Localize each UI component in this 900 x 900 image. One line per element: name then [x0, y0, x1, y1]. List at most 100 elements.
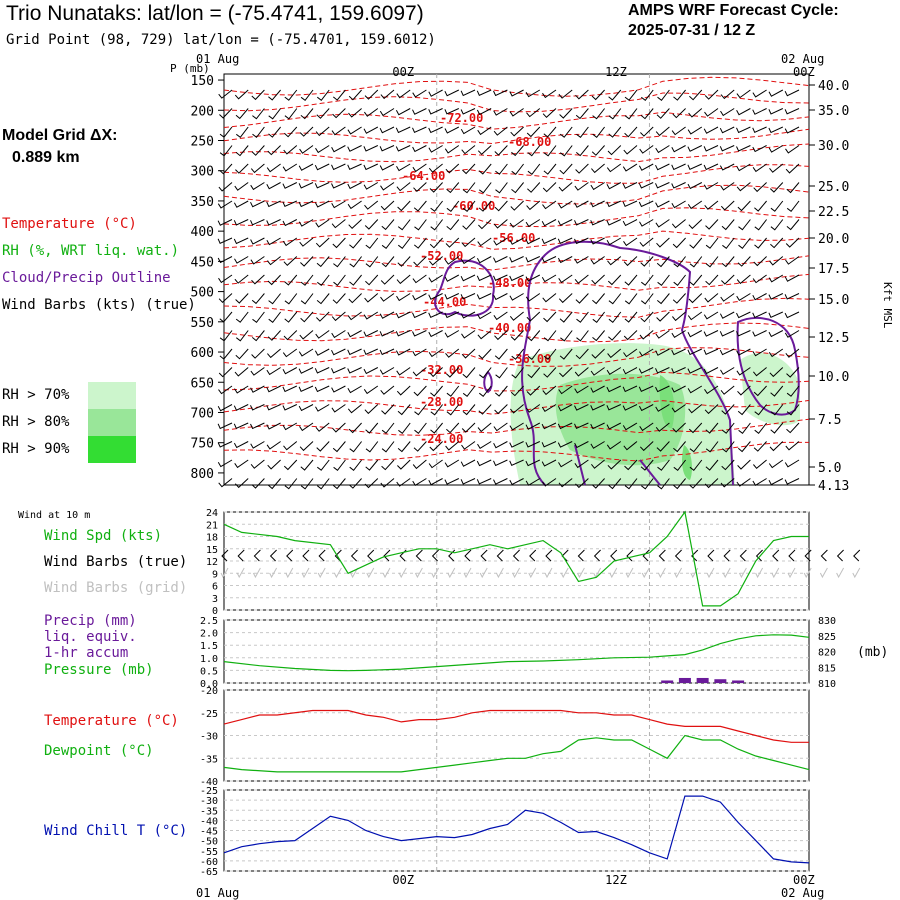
wind-barb	[428, 459, 443, 469]
wind-barb	[638, 182, 654, 189]
wind-barb	[395, 330, 411, 337]
wind-barb-true	[318, 549, 326, 562]
wind-barb	[218, 367, 233, 378]
wind-speed-line	[223, 510, 809, 607]
wind-barb	[720, 182, 735, 191]
wind-barb	[737, 385, 751, 396]
wind-barb	[379, 108, 395, 117]
wind-barb	[315, 237, 330, 248]
wind-panel-tick-label: 0	[212, 606, 218, 617]
wind-barb	[671, 126, 686, 136]
wind-barb	[736, 367, 751, 376]
wind-barb	[671, 200, 686, 209]
wind-barb-true	[674, 549, 682, 562]
wind-barb	[704, 478, 719, 489]
wind-barb	[511, 348, 524, 360]
legend-dewpoint-series: Dewpoint (°C)	[44, 743, 154, 759]
wind-barb	[687, 348, 703, 356]
wind-barb-true	[804, 549, 812, 562]
wind-chill-panel-frame	[223, 789, 810, 872]
wind-barb	[398, 422, 411, 435]
wind-barb	[574, 237, 589, 245]
wind-barb	[494, 145, 508, 156]
temperature-contour-line	[223, 297, 810, 318]
wind-barb	[784, 311, 800, 319]
wind-barb	[639, 237, 654, 247]
wind-barb	[786, 404, 800, 416]
wind-barb	[364, 200, 379, 210]
wind-barb	[737, 200, 751, 212]
wind-barb	[525, 422, 541, 430]
wind-barb	[720, 89, 735, 100]
pressure-panel-tick-label: 1.5	[200, 641, 218, 652]
surface-grid-barbs	[220, 567, 861, 579]
wind-barb	[543, 348, 557, 361]
wind-barb	[396, 385, 411, 396]
wind-barb	[623, 330, 638, 341]
wind-barb	[446, 200, 460, 212]
wind-barb	[462, 200, 476, 213]
wind-barb	[673, 256, 686, 268]
wind-barb-true	[545, 549, 553, 562]
wind-barb	[381, 237, 395, 249]
wind-chill-panel-tick-label: -35	[200, 806, 218, 817]
wind-barb	[478, 348, 492, 360]
wind-barb	[332, 441, 346, 453]
wind-barb	[461, 145, 476, 155]
wind-barb	[347, 182, 362, 190]
wind-10m-title: Wind at 10 m	[18, 510, 91, 521]
wind-barb	[397, 441, 411, 453]
wind-barb	[380, 89, 395, 100]
wind-barb	[233, 237, 249, 245]
height-tick-label: 12.5	[818, 331, 849, 346]
pressure-right-tick-label: 815	[818, 663, 836, 674]
wind-barb	[299, 441, 314, 452]
wind-barb-grid	[674, 567, 683, 579]
wind-barb	[737, 404, 751, 416]
wind-barb	[607, 145, 622, 156]
wind-barb	[525, 459, 541, 467]
top-date-label: 01 Aug	[196, 52, 239, 66]
wind-barb	[737, 459, 751, 470]
pressure-panel-tick-label: 0.5	[200, 666, 218, 677]
wind-barb	[543, 163, 557, 175]
wind-barb	[444, 459, 460, 468]
bottom-time-label: 00Z	[392, 873, 414, 887]
wind-barb	[314, 348, 330, 356]
wind-barb	[428, 126, 443, 134]
rh90-area	[659, 375, 675, 429]
wind-barb	[217, 404, 233, 412]
wind-barb	[736, 89, 751, 99]
wind-barb	[737, 441, 751, 453]
wind-barb	[786, 200, 800, 213]
wind-barb	[655, 404, 670, 412]
wind-barb	[219, 163, 233, 175]
wind-barb	[541, 441, 557, 448]
wind-barb	[574, 367, 589, 377]
wind-barb	[444, 478, 460, 485]
wind-barb	[738, 422, 751, 435]
temperature-contour-line	[223, 322, 810, 343]
wind-barb	[460, 311, 476, 319]
wind-barb	[476, 89, 492, 96]
wind-barb-true	[691, 549, 699, 562]
wind-barb	[412, 330, 427, 337]
wind-barb	[721, 422, 735, 434]
wind-barb	[655, 348, 670, 356]
wind-barb	[592, 330, 605, 342]
pressure-tick-label: 300	[191, 165, 214, 180]
wind-barb	[395, 108, 411, 116]
wind-barb	[541, 274, 557, 283]
wind-barb	[736, 163, 751, 172]
wind-barb	[250, 459, 265, 469]
wind-barb	[688, 478, 703, 489]
wind-barb	[736, 145, 751, 152]
pressure-tick-label: 650	[191, 376, 214, 391]
wind-barb	[412, 459, 427, 470]
wind-barb	[542, 108, 557, 119]
wind-barb	[314, 367, 330, 374]
wind-barb	[460, 108, 476, 115]
wind-barb	[495, 182, 508, 194]
wind-barb	[381, 459, 395, 471]
wind-barb	[379, 163, 395, 171]
